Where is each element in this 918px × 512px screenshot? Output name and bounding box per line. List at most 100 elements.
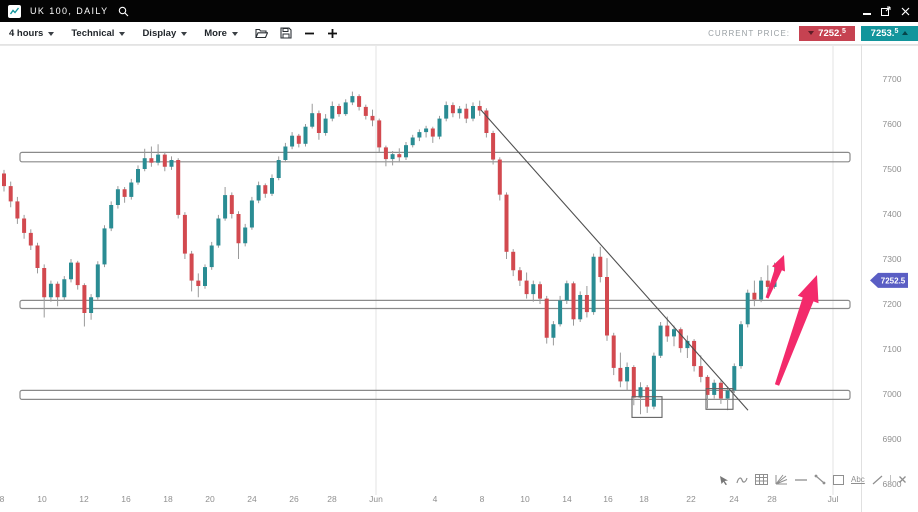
horizontal-line-tool-icon[interactable] [795,477,807,483]
rectangle-tool-icon[interactable] [833,474,844,485]
candle-body [2,173,6,187]
candle-body [611,335,616,368]
minimize-button[interactable] [863,12,871,15]
x-tick-label: 16 [121,494,131,504]
candle-body [759,280,764,300]
candle-body [457,108,462,114]
chart-svg[interactable]: 8 10 12 16 18 20 24 26 28 Jun 4 8 10 14 16 18 22 24 28 Jul 7… [0,45,918,512]
candle-body [605,277,609,336]
text-tool-icon[interactable]: Abc [851,475,865,484]
candle-body [477,106,482,111]
chart-area[interactable]: 8 10 12 16 18 20 24 26 28 Jun 4 8 10 14 16 18 22 24 28 Jul 7… [0,45,918,512]
candle-body [497,159,502,195]
y-tick-label: 7600 [883,119,902,129]
candle-body [651,355,656,407]
sr-zone[interactable] [19,151,851,163]
candle-body [176,160,181,215]
candle-body [256,185,261,201]
candle-body [665,325,670,337]
save-icon[interactable] [280,27,292,39]
trend-segment-tool-icon[interactable] [814,474,826,485]
candle-body [296,135,301,144]
candle-body [283,146,288,160]
arrow-up-icon [902,31,909,35]
candle-body [450,105,455,114]
grid-tool-icon[interactable] [755,474,768,485]
candle-body [343,102,348,115]
candle-body [618,367,623,382]
candle-body [417,132,422,138]
zoom-out-button[interactable] [304,28,315,39]
candle-body [182,214,187,254]
candle-body [169,160,174,167]
candle-body [22,218,27,233]
candle-body [718,382,723,399]
technical-dropdown[interactable]: Technical [71,28,126,39]
x-tick-label: 10 [520,494,530,504]
chevron-down-icon [119,31,126,36]
candle-body [484,110,489,133]
candle-body [122,189,127,197]
timeframe-dropdown[interactable]: 4 hours [9,28,55,39]
drawing-toolbar: Abc [719,474,907,485]
x-tick-label: 24 [729,494,739,504]
up-arrow[interactable] [774,275,819,386]
x-tick-label: 26 [289,494,299,504]
candle-body [243,227,248,244]
candle-body [216,218,221,246]
close-button[interactable] [901,7,910,16]
up-arrow[interactable] [765,255,785,299]
candle-body [685,340,690,349]
candle-body [564,283,569,301]
candle-body [15,201,20,219]
x-tick-label: 28 [327,494,337,504]
candle-body [109,205,114,229]
candle-body [196,280,201,286]
y-tick-label: 7400 [883,209,902,219]
fan-lines-tool-icon[interactable] [775,474,788,485]
x-tick-label: 10 [37,494,47,504]
zoom-in-button[interactable] [327,28,338,39]
candle-body [377,120,382,148]
sr-zone[interactable] [19,299,851,310]
candle-body [551,324,556,338]
curve-tool-icon[interactable] [736,475,748,485]
annotation-box[interactable] [705,388,734,410]
candle-body [383,147,388,160]
annotation-box[interactable] [631,396,663,418]
buy-price-box[interactable]: 7253. 5 [861,25,918,41]
display-dropdown[interactable]: Display [142,28,188,39]
candle-body [471,106,475,119]
pointer-tool-icon[interactable] [719,475,729,485]
app-logo-icon [8,4,21,18]
y-tick-label: 6800 [883,479,902,489]
candle-body [584,295,589,313]
candle-body [765,280,770,287]
search-icon[interactable] [118,6,129,17]
toolbar-separator [889,474,891,485]
popout-button[interactable] [881,6,891,16]
candle-body [249,200,254,228]
delete-drawing-icon[interactable] [898,475,907,484]
candle-body [732,366,737,391]
more-dropdown[interactable]: More [204,28,238,39]
candle-body [115,189,120,205]
x-tick-label: Jul [828,494,839,504]
candle-body [424,128,429,133]
candle-body [638,387,643,398]
sell-price-box[interactable]: 7252. 5 [799,25,855,41]
open-folder-icon[interactable] [255,28,268,39]
sr-zone[interactable] [19,389,851,400]
candle-body [544,298,549,338]
candle-body [363,106,368,116]
y-tick-label: 7100 [883,344,902,354]
candle-body [430,128,435,137]
line-tool-icon[interactable] [872,475,883,485]
candle-body [631,367,636,398]
candle-body [464,108,469,119]
x-tick-label: 14 [562,494,572,504]
candle-body [129,182,134,197]
trendline[interactable] [480,109,749,411]
candle-body [357,96,362,107]
candle-body [692,340,697,367]
